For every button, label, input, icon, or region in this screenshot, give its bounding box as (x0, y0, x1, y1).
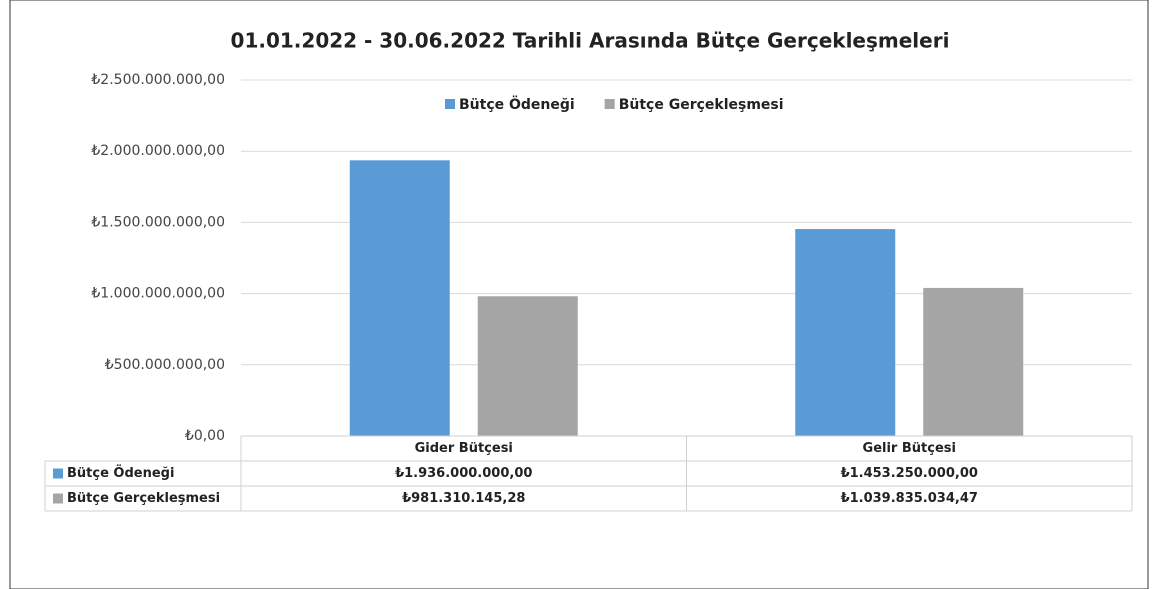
y-tick-label: ₺2.000.000.000,00 (91, 143, 225, 159)
table-value: ₺1.039.835.034,47 (841, 491, 978, 506)
table-swatch (53, 468, 63, 479)
legend-swatch (604, 99, 615, 109)
bar (795, 229, 896, 436)
legend-swatch (445, 99, 455, 109)
legend-label: Bütçe Gerçekleşmesi (619, 97, 784, 113)
bar (923, 287, 1024, 436)
y-tick-label: ₺2.500.000.000,00 (91, 72, 225, 88)
y-tick-label: ₺0,00 (185, 428, 225, 444)
legend-label: Bütçe Ödeneği (459, 95, 575, 113)
table-value: ₺981.310.145,28 (402, 491, 525, 506)
bar (477, 296, 578, 436)
y-tick-label: ₺1.500.000.000,00 (91, 214, 225, 230)
table-series-name: Bütçe Gerçekleşmesi (67, 491, 220, 506)
chart-title: 01.01.2022 - 30.06.2022 Tarihli Arasında… (231, 29, 950, 53)
x-tick-label: Gider Bütçesi (415, 441, 513, 456)
y-tick-label: ₺500.000.000,00 (105, 357, 225, 373)
table-swatch (53, 493, 63, 504)
y-tick-label: ₺1.000.000.000,00 (91, 286, 225, 302)
bar (349, 160, 450, 436)
table-series-name: Bütçe Ödeneği (67, 465, 174, 481)
table-value: ₺1.936.000.000,00 (395, 466, 532, 481)
x-tick-label: Gelir Bütçesi (863, 441, 956, 456)
table-value: ₺1.453.250.000,00 (841, 466, 978, 481)
